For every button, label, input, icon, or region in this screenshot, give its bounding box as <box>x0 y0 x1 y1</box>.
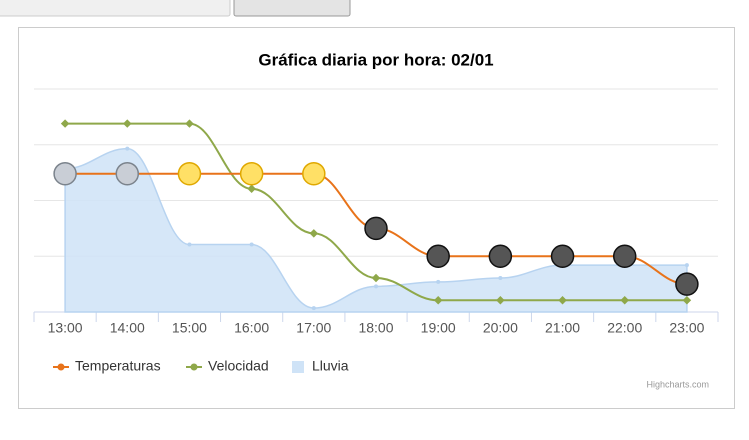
weather-icon <box>488 244 513 268</box>
weather-icon <box>177 161 202 186</box>
legend-symbol <box>292 361 304 373</box>
weather-icon <box>115 161 140 186</box>
rain-point <box>436 279 441 284</box>
weather-icon <box>364 216 388 241</box>
x-tick-label: 17:00 <box>296 320 331 336</box>
point-marker <box>433 296 443 305</box>
rain-point <box>684 263 689 268</box>
x-tick-label: 19:00 <box>421 320 456 336</box>
legend-symbol <box>57 363 65 371</box>
point-marker <box>682 296 692 305</box>
x-tick-label: 23:00 <box>669 320 704 336</box>
x-tick-label: 22:00 <box>607 320 642 336</box>
tab-button[interactable] <box>0 0 231 17</box>
point-marker <box>60 119 70 128</box>
point-marker <box>123 119 132 128</box>
x-tick-label: 14:00 <box>110 320 145 336</box>
x-tick-label: 20:00 <box>483 320 518 336</box>
point-marker <box>620 296 629 305</box>
credits[interactable]: Highcharts.com <box>646 379 709 389</box>
rain-point <box>498 275 503 280</box>
x-tick-label: 18:00 <box>358 320 393 336</box>
weather-icon <box>612 244 637 268</box>
x-tick-label: 16:00 <box>234 320 269 336</box>
rain-point <box>374 284 378 289</box>
point-marker <box>496 296 505 305</box>
legend-label[interactable]: Lluvia <box>312 358 349 374</box>
x-tick-label: 15:00 <box>172 320 207 336</box>
rain-point <box>125 146 130 151</box>
legend-label[interactable]: Velocidad <box>208 358 269 374</box>
chart-title: Gráfica diaria por hora: 02/01 <box>258 50 493 69</box>
weather-icon <box>53 161 77 186</box>
point-marker <box>558 296 567 305</box>
weather-icon <box>550 244 575 268</box>
weather-icon <box>239 161 264 186</box>
rain-point <box>311 306 316 311</box>
weather-icon <box>426 244 450 268</box>
rain-point <box>187 242 192 247</box>
point-marker <box>185 119 194 128</box>
x-tick-label: 21:00 <box>545 320 580 336</box>
weather-icon <box>675 272 699 296</box>
tab-button[interactable] <box>233 0 351 17</box>
legend-symbol <box>190 363 198 371</box>
rain-area <box>64 147 688 313</box>
rain-point <box>249 242 254 247</box>
point-marker <box>309 229 319 238</box>
weather-icon <box>302 161 326 186</box>
point-marker <box>371 273 381 283</box>
point-marker <box>247 184 256 194</box>
legend-label[interactable]: Temperaturas <box>75 358 161 374</box>
series-line <box>65 122 687 302</box>
x-tick-label: 13:00 <box>48 320 83 336</box>
